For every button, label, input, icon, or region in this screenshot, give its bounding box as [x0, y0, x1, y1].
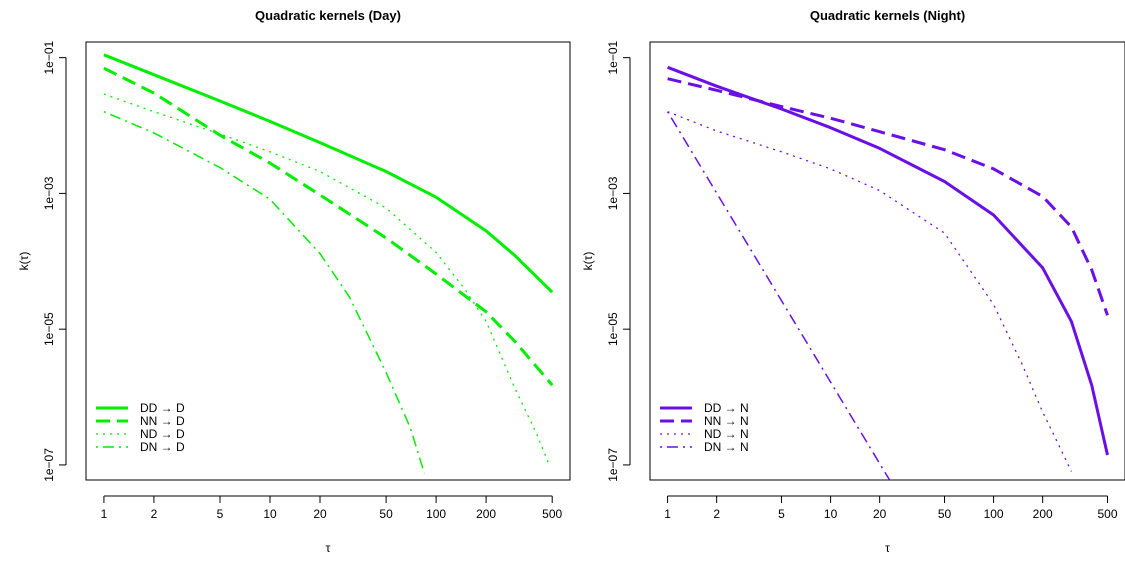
series-line-dotted	[667, 111, 1072, 472]
day-kernels-panel: Quadratic kernels (Day) 1 2 5 10 20 50 100 200 50…	[17, 8, 571, 555]
legend-entry-label: DN → N	[704, 440, 749, 454]
x-tick-label: 5	[217, 507, 224, 521]
legend-entry-label: DD → D	[140, 401, 185, 415]
chart-title: Quadratic kernels (Day)	[255, 8, 401, 23]
series-line-solid	[103, 53, 554, 294]
x-tick-label: 500	[1098, 507, 1118, 521]
y-tick-label: 1e−01	[606, 40, 620, 74]
y-tick-label: 1e−07	[606, 448, 620, 482]
x-tick-label: 200	[476, 507, 496, 521]
x-tick-label: 50	[938, 507, 952, 521]
legend-entry-label: NN → D	[140, 414, 185, 428]
series-line-dashed	[667, 77, 1109, 316]
y-tick-label: 1e−05	[606, 312, 620, 346]
x-axis-label: τ	[326, 541, 331, 555]
x-tick-label: 100	[426, 507, 446, 521]
x-tick-label: 50	[379, 507, 393, 521]
series-line-solid	[667, 65, 1109, 456]
legend-entry-label: NN → N	[704, 414, 749, 428]
x-tick-label: 100	[984, 507, 1004, 521]
series-line-dashed	[103, 66, 554, 387]
legend-entry-label: ND → N	[704, 427, 749, 441]
x-tick-label: 500	[542, 507, 562, 521]
x-tick-label: 10	[824, 507, 838, 521]
y-tick-label: 1e−03	[606, 176, 620, 210]
y-axis-label: k(τ)	[581, 252, 595, 271]
x-tick-label: 20	[313, 507, 327, 521]
x-tick-label: 2	[713, 507, 720, 521]
x-tick-label: 20	[873, 507, 887, 521]
y-axis-label: k(τ)	[17, 252, 31, 271]
y-tick-label: 1e−07	[42, 448, 56, 482]
series-line-dotdash	[103, 111, 426, 474]
legend-entry-label: DD → N	[704, 401, 749, 415]
series-line-dotted	[103, 93, 550, 466]
chart-title: Quadratic kernels (Night)	[810, 8, 965, 23]
x-tick-label: 1	[664, 507, 671, 521]
legend-entry-label: ND → D	[140, 427, 185, 441]
night-kernels-panel: Quadratic kernels (Night) 1 2 5 10 20 50 100 200…	[581, 8, 1125, 555]
x-tick-label: 10	[263, 507, 277, 521]
legend-entry-label: DN → D	[140, 440, 185, 454]
y-tick-label: 1e−05	[42, 312, 56, 346]
x-axis-label: τ	[885, 541, 890, 555]
x-tick-label: 1	[101, 507, 108, 521]
plot-frame	[85, 41, 571, 481]
y-tick-label: 1e−03	[42, 176, 56, 210]
x-tick-label: 5	[778, 507, 785, 521]
plot-frame	[649, 41, 1125, 481]
y-tick-label: 1e−01	[42, 40, 56, 74]
x-tick-label: 2	[151, 507, 158, 521]
x-tick-label: 200	[1033, 507, 1053, 521]
series-line-dotdash	[666, 111, 891, 480]
